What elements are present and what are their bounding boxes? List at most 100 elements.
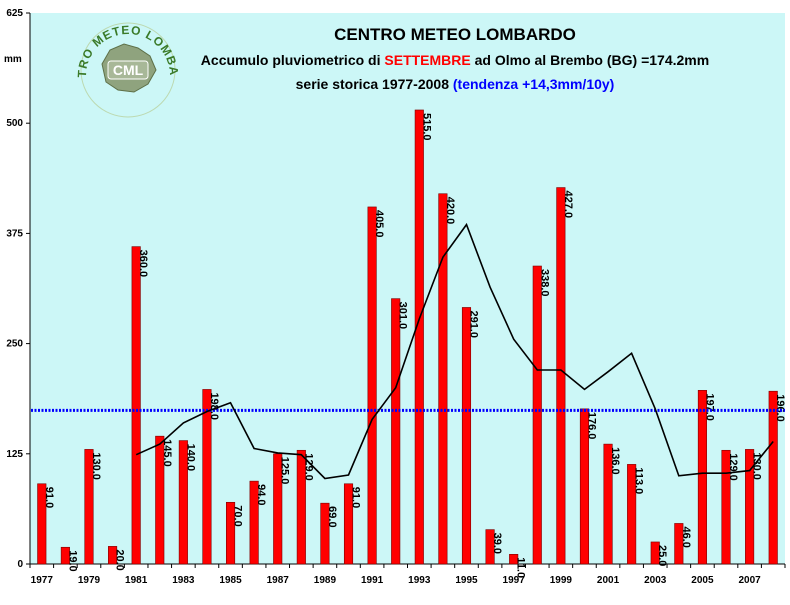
logo-ring: [80, 22, 176, 118]
bar: [438, 193, 448, 565]
bar-value-label: 360.0: [137, 250, 149, 278]
y-tick-label: 625: [6, 8, 23, 19]
bar-value-label: 113.0: [633, 467, 645, 494]
x-tick-label: 1993: [408, 575, 431, 586]
subtitle-segment: Accumulo pluviometrico di: [201, 52, 385, 68]
bar-value-label: 94.0: [255, 484, 267, 505]
bar: [343, 483, 354, 565]
y-tick-label: 500: [6, 118, 23, 129]
y-axis-unit: mm: [4, 54, 22, 65]
bar-value-label: 11.0: [515, 557, 527, 578]
bar-value-label: 197.0: [703, 393, 715, 421]
x-tick-label: 1989: [314, 575, 337, 586]
x-tick-label: 2003: [644, 575, 667, 586]
x-tick-label: 1985: [219, 575, 242, 586]
bar: [367, 206, 377, 565]
bar-value-label: 136.0: [609, 447, 621, 475]
bar: [674, 523, 684, 565]
bar: [60, 546, 70, 565]
x-tick-label: 1983: [172, 575, 195, 586]
x-tick-label: 1999: [550, 575, 573, 586]
bar-value-label: 91.0: [43, 487, 55, 508]
bar: [202, 389, 212, 565]
x-tick-label: 1995: [455, 575, 478, 586]
x-tick-label: 2007: [738, 575, 761, 586]
bar: [414, 109, 424, 565]
subtitle-segment: =174.2mm: [641, 52, 709, 68]
subtitle-segment: SETTEMBRE: [384, 52, 470, 68]
bar: [108, 546, 118, 565]
y-tick-label: 250: [6, 339, 23, 350]
bar: [650, 541, 660, 565]
bar-value-label: 196.0: [774, 394, 786, 422]
bar-value-label: 145.0: [161, 439, 173, 467]
bar-value-label: 20.0: [114, 549, 126, 570]
bar: [485, 529, 495, 565]
x-tick-label: 1979: [78, 575, 101, 586]
chart-subtitle: Accumulo pluviometrico di SETTEMBRE ad O…: [201, 52, 709, 68]
bar: [556, 187, 566, 565]
y-tick-label: 0: [17, 559, 23, 570]
bar: [509, 554, 519, 565]
bar-value-label: 70.0: [232, 505, 244, 526]
logo-badge: [107, 60, 149, 80]
bar-value-label: 129.0: [727, 453, 739, 481]
bar: [273, 453, 283, 565]
bar: [178, 440, 188, 565]
chart-title: CENTRO METEO LOMBARDO: [334, 25, 576, 44]
x-tick-label: 1987: [267, 575, 290, 586]
bar: [603, 443, 613, 565]
logo-badge-text: CML: [113, 62, 144, 78]
plot-area: [30, 13, 785, 564]
bar-value-label: 140.0: [184, 444, 196, 472]
moving-average-line: [135, 222, 774, 480]
bar: [745, 449, 755, 565]
bar-labels-group: 91.0 19.0 130.0 20.0 360.0 145.0 140.0 198.0 70.…: [43, 113, 786, 578]
y-tick-label: 375: [6, 228, 23, 239]
x-tick-label: 2001: [597, 575, 620, 586]
bar-value-label: 515.0: [420, 113, 432, 141]
bar-value-label: 427.0: [562, 191, 574, 219]
bar-value-label: 69.0: [326, 506, 338, 527]
x-tick-label: 1977: [31, 575, 54, 586]
bar: [249, 480, 259, 565]
bar-value-label: 420.0: [444, 197, 456, 225]
bar-value-label: 405.0: [373, 210, 385, 238]
bar-value-label: 46.0: [680, 526, 692, 547]
bar: [131, 246, 141, 565]
y-tick-label: 125: [6, 449, 23, 460]
y-axis: 0 125 250 375 500 625 mm: [4, 8, 31, 570]
x-tick-label: 1981: [125, 575, 148, 586]
x-tick-label: 2005: [691, 575, 714, 586]
bar-value-label: 125.0: [279, 457, 291, 485]
bar: [225, 501, 236, 565]
bar-value-label: 176.0: [585, 412, 597, 440]
bar: [84, 449, 94, 565]
subtitle-segment: serie storica 1977-2008: [296, 76, 453, 92]
bar: [579, 408, 590, 565]
bar-value-label: 91.0: [350, 487, 362, 508]
x-tick-label: 1997: [503, 575, 526, 586]
bar: [320, 502, 330, 565]
bar: [37, 483, 47, 565]
bar: [627, 464, 637, 565]
bar-value-label: 291.0: [467, 310, 479, 338]
bar: [532, 265, 542, 565]
bar: [768, 390, 778, 565]
bar-value-label: 130.0: [90, 452, 102, 480]
chart-subtitle-2: serie storica 1977-2008 (tendenza +14,3m…: [296, 76, 615, 92]
bar-value-label: 338.0: [538, 269, 550, 297]
bar-value-label: 25.0: [656, 545, 668, 566]
bar-value-label: 301.0: [397, 302, 409, 330]
bar: [721, 449, 731, 565]
bar: [461, 307, 472, 565]
bar: [391, 298, 401, 565]
bar: [155, 435, 165, 565]
bar-value-label: 39.0: [491, 533, 503, 554]
bar: [697, 390, 707, 565]
bars-group: [37, 109, 778, 565]
subtitle-segment: (tendenza +14,3mm/10y): [453, 76, 614, 92]
bar-value-label: 198.0: [208, 392, 220, 420]
